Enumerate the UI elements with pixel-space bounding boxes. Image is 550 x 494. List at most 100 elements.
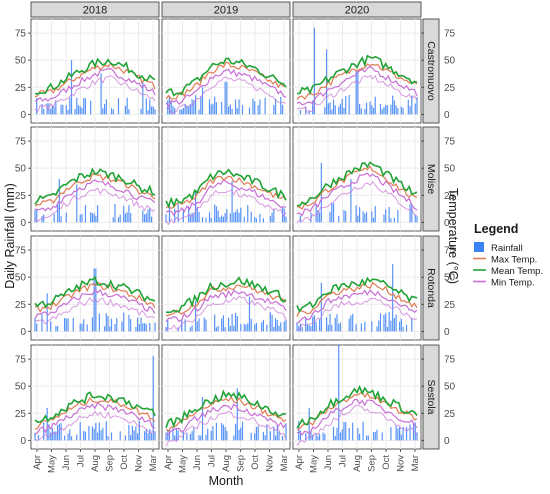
min-temp-line bbox=[165, 179, 287, 217]
mean-temp-line bbox=[165, 57, 287, 97]
x-tick-label: May bbox=[178, 455, 189, 473]
y-tick-label-left: 50 bbox=[15, 273, 27, 284]
min-temp-line-lower bbox=[165, 76, 287, 114]
mean-temp-line bbox=[34, 167, 156, 205]
min-temp-line-lower bbox=[165, 189, 287, 226]
legend-label: Rainfall bbox=[491, 243, 523, 254]
x-tick-label: Apr bbox=[163, 455, 174, 470]
y-tick-label-right: 75 bbox=[444, 355, 456, 366]
panel-sestola-2019: Apr May Jun Jul Aug Sep Oct Nov Mar bbox=[161, 344, 291, 473]
y-tick-label-right: 0 bbox=[444, 327, 450, 338]
min-temp-line bbox=[296, 289, 418, 324]
y-tick-label-left: 25 bbox=[15, 300, 27, 311]
y-tick-label-left: 50 bbox=[15, 56, 27, 67]
x-tick-label: Jul bbox=[76, 455, 87, 467]
mean-temp-line bbox=[296, 161, 418, 207]
x-tick-label: Sep bbox=[236, 455, 247, 472]
y-tick-label-right: 75 bbox=[444, 246, 456, 257]
x-tick-label: Mar bbox=[148, 455, 159, 471]
x-tick-label: Oct bbox=[250, 455, 261, 470]
y-tick-label-left: 25 bbox=[15, 409, 27, 420]
panel-castronuovo-2020 bbox=[292, 18, 424, 124]
legend-label: Min Temp. bbox=[491, 278, 535, 289]
legend-title: Legend bbox=[474, 222, 518, 236]
panel-castronuovo-2019 bbox=[161, 18, 291, 124]
y-tick-label-right: 25 bbox=[444, 191, 456, 202]
min-temp-line-lower bbox=[34, 187, 156, 223]
row-strip-label: Castronuovo bbox=[425, 41, 437, 101]
y-tick-label-right: 75 bbox=[444, 137, 456, 148]
x-tick-label: Sep bbox=[367, 455, 378, 472]
min-temp-line-lower bbox=[296, 297, 418, 331]
min-temp-line bbox=[296, 398, 418, 436]
min-temp-line bbox=[165, 289, 287, 323]
min-temp-line-lower bbox=[34, 75, 156, 113]
min-temp-line-lower bbox=[296, 404, 418, 446]
max-temp-line bbox=[34, 281, 156, 313]
panel-rotonda-2018: 0 25 50 75 bbox=[15, 235, 160, 341]
y-tick-label-left: 25 bbox=[15, 83, 27, 94]
column-strip-label: 2019 bbox=[214, 5, 238, 17]
x-tick-label: Apr bbox=[294, 455, 305, 470]
min-temp-line-lower bbox=[296, 181, 418, 224]
y-tick-label-right: 50 bbox=[444, 164, 456, 175]
min-temp-line bbox=[165, 403, 287, 436]
mean-temp-line bbox=[165, 276, 287, 314]
y-tick-label-left: 0 bbox=[20, 327, 26, 338]
min-temp-line bbox=[34, 179, 156, 212]
max-temp-line bbox=[165, 61, 287, 100]
max-temp-line bbox=[296, 281, 418, 317]
min-temp-line bbox=[296, 65, 418, 106]
panel-molise-2018: 0 25 50 75 bbox=[15, 126, 160, 232]
y-tick-label-left: 0 bbox=[20, 218, 26, 229]
x-tick-label: May bbox=[309, 455, 320, 473]
x-tick-label: Aug bbox=[352, 455, 363, 472]
legend-label: Mean Temp. bbox=[491, 266, 543, 277]
min-temp-line bbox=[165, 68, 287, 108]
y-tick-label-right: 0 bbox=[444, 218, 450, 229]
row-strip-label: Sestola bbox=[425, 379, 437, 414]
x-tick-label: Jun bbox=[323, 455, 334, 470]
x-axis-label: Month bbox=[209, 474, 244, 488]
min-temp-line bbox=[34, 67, 156, 102]
row-strip bbox=[422, 344, 440, 450]
mean-temp-line bbox=[297, 54, 418, 96]
x-tick-label: Nov bbox=[265, 455, 276, 472]
x-tick-label: Mar bbox=[410, 455, 421, 471]
y-tick-label-right: 50 bbox=[444, 273, 456, 284]
panel-molise-2020 bbox=[292, 126, 424, 232]
column-strip bbox=[161, 1, 291, 18]
x-tick-label: Oct bbox=[381, 455, 392, 470]
mean-temp-line bbox=[34, 275, 156, 309]
panel-rotonda-2019 bbox=[161, 235, 291, 341]
panel-rotonda-2020 bbox=[292, 235, 424, 341]
min-temp-line-lower bbox=[165, 410, 287, 447]
mean-temp-line bbox=[296, 384, 418, 429]
y-tick-label-left: 50 bbox=[15, 164, 27, 175]
y-tick-label-right: 50 bbox=[444, 382, 456, 393]
y-axis-label-right: Temperature (°C) bbox=[446, 188, 460, 284]
y-tick-label-right: 0 bbox=[444, 110, 450, 121]
y-axis-label-left: Daily Rainfall (mm) bbox=[3, 183, 17, 289]
x-tick-label: Jul bbox=[338, 455, 349, 467]
column-strip-label: 2020 bbox=[345, 5, 369, 17]
mean-temp-line bbox=[34, 57, 156, 95]
row-strip bbox=[422, 235, 440, 341]
x-tick-label: Aug bbox=[221, 455, 232, 472]
column-strip bbox=[292, 1, 422, 18]
panel-castronuovo-2018: 0 25 50 75 bbox=[15, 18, 160, 124]
x-tick-label: Jun bbox=[61, 455, 72, 470]
x-tick-label: Jun bbox=[192, 455, 203, 470]
max-temp-line bbox=[165, 284, 287, 317]
y-tick-label-right: 25 bbox=[444, 83, 456, 94]
y-tick-label-left: 0 bbox=[20, 436, 26, 447]
max-temp-line bbox=[296, 63, 418, 100]
y-tick-label-left: 25 bbox=[15, 191, 27, 202]
y-tick-label-right: 0 bbox=[444, 436, 450, 447]
min-temp-line bbox=[296, 172, 418, 217]
y-tick-label-left: 50 bbox=[15, 382, 27, 393]
mean-temp-line bbox=[165, 168, 287, 209]
